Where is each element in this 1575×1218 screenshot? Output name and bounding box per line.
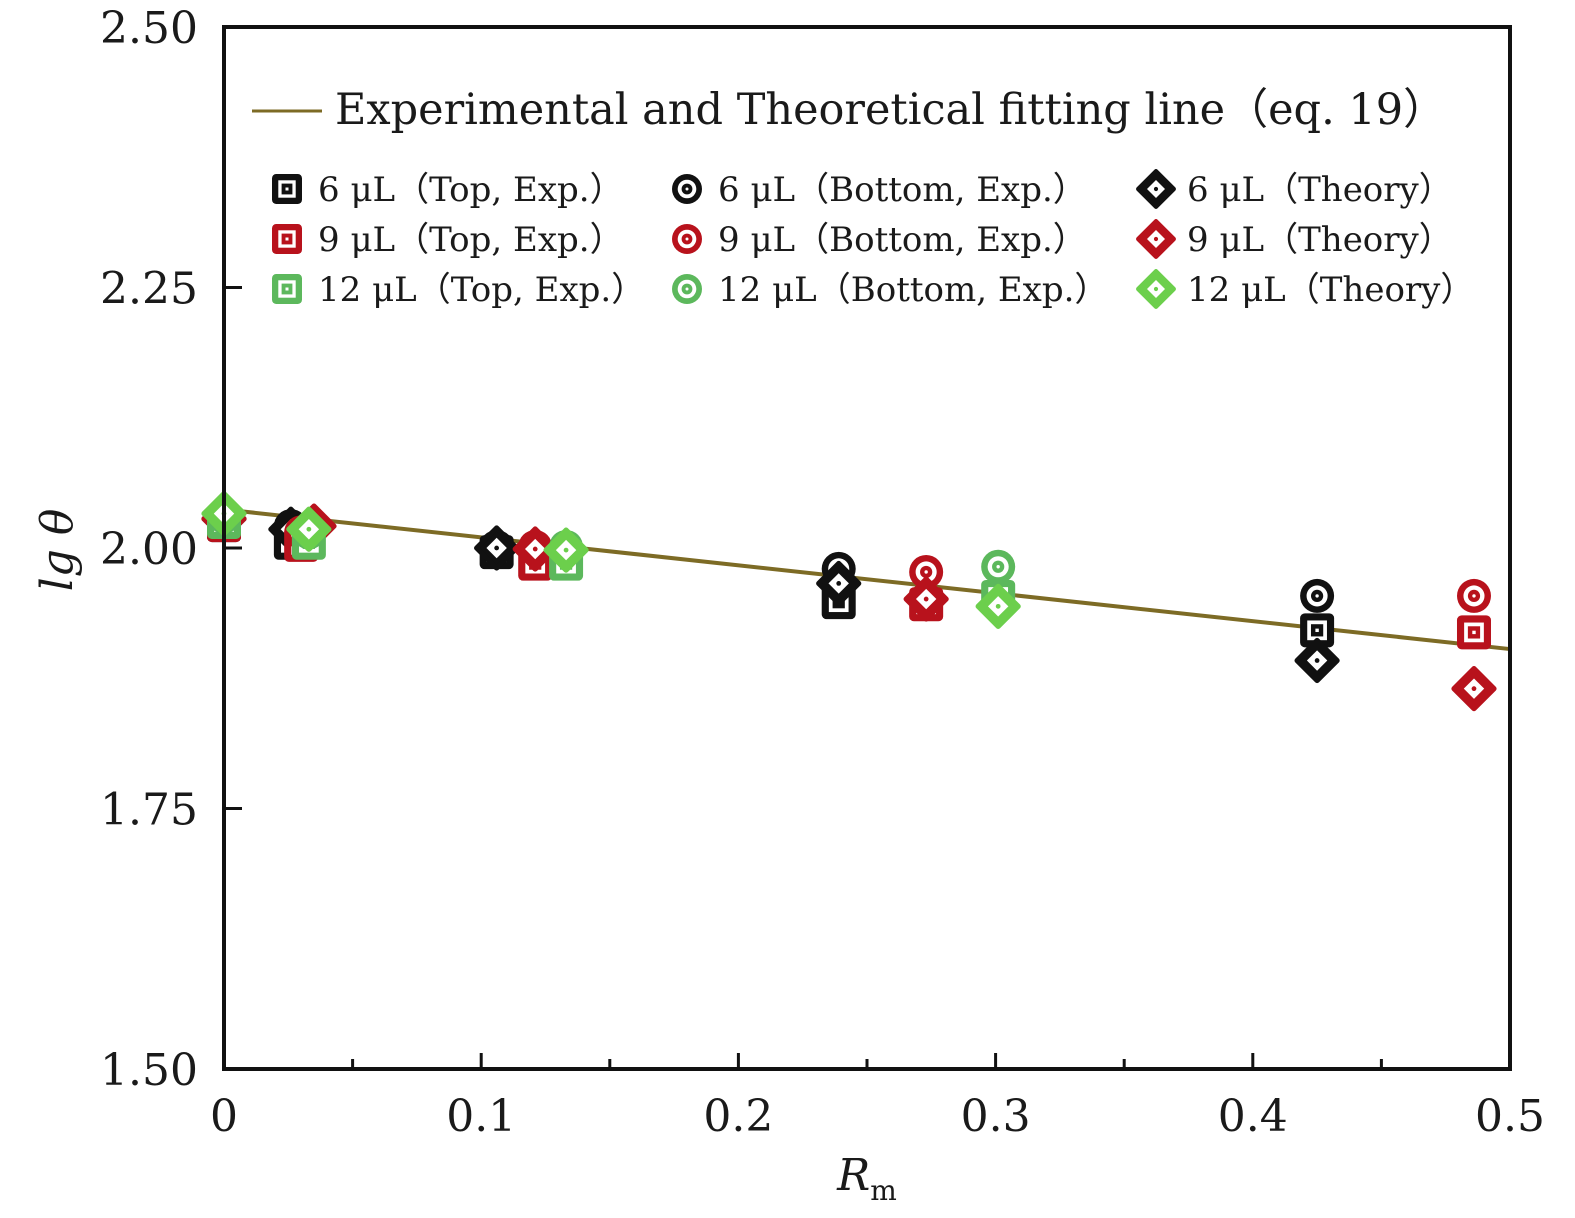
data-point-diamond xyxy=(903,576,949,622)
legend-entry: 12 μL（Bottom, Exp.） xyxy=(672,270,1108,310)
legend-entry: 9 μL（Top, Exp.） xyxy=(272,220,624,260)
ticks: 0 0.1 0.2 0.3 0.4 0.5 1.50 1.75 2.00 2.25 2.50 xyxy=(100,3,1545,1142)
fit-line xyxy=(223,507,1511,652)
x-tick-label: 0.5 xyxy=(1475,1091,1545,1142)
data-point-diamond xyxy=(1451,666,1497,712)
data-point-circle xyxy=(909,554,944,589)
legend-entry: 6 μL（Theory） xyxy=(1136,169,1453,210)
legend: Experimental and Theoretical fitting lin… xyxy=(252,85,1474,310)
data-point-diamond xyxy=(543,527,589,573)
legend-entry: 6 μL（Top, Exp.） xyxy=(272,170,624,210)
legend-entries: 6 μL（Top, Exp.） 6 μL（Bottom, Exp.） 6 μL（Th… xyxy=(272,169,1474,310)
x-tick-label: 0.1 xyxy=(446,1091,516,1142)
y-tick-label: 2.50 xyxy=(100,3,198,54)
legend-label: 12 μL（Theory） xyxy=(1187,270,1474,310)
fit-line-layer xyxy=(223,507,1511,652)
x-tick-label: 0.3 xyxy=(961,1091,1031,1142)
legend-label: 6 μL（Top, Exp.） xyxy=(318,170,624,210)
data-point-circle xyxy=(1456,578,1491,613)
data-point-circle xyxy=(981,549,1016,584)
legend-marker-circle xyxy=(672,174,702,204)
legend-marker-diamond xyxy=(1136,219,1176,259)
data-point-diamond xyxy=(816,560,862,607)
x-axis-label-subscript: m xyxy=(870,1174,897,1207)
data-point-diamond xyxy=(474,525,520,571)
legend-label: 9 μL（Theory） xyxy=(1187,220,1453,260)
data-point-diamond xyxy=(975,583,1021,629)
data-point-diamond xyxy=(1294,637,1340,684)
legend-entry: 12 μL（Theory） xyxy=(1136,269,1474,310)
data-point-diamond xyxy=(286,506,332,552)
legend-marker-circle xyxy=(672,224,702,254)
legend-entry: 6 μL（Bottom, Exp.） xyxy=(672,170,1087,210)
legend-marker-circle xyxy=(672,274,702,304)
x-axis-label: Rm xyxy=(836,1150,897,1207)
legend-label: 9 μL（Bottom, Exp.） xyxy=(718,220,1087,260)
y-tick-label: 2.00 xyxy=(100,524,198,575)
data-point-square xyxy=(1456,615,1491,650)
data-point-square xyxy=(1300,613,1335,648)
y-tick-label: 1.75 xyxy=(100,785,198,836)
legend-label: 12 μL（Top, Exp.） xyxy=(318,270,645,310)
legend-entry: 12 μL（Top, Exp.） xyxy=(272,270,645,310)
data-point-diamond xyxy=(512,526,558,572)
x-tick-label: 0.2 xyxy=(703,1091,773,1142)
legend-entry: 9 μL（Theory） xyxy=(1136,219,1453,260)
x-tick-label: 0.4 xyxy=(1218,1091,1288,1142)
markers-layer xyxy=(201,491,1497,712)
y-tick-label: 2.25 xyxy=(100,264,198,315)
legend-label: 12 μL（Bottom, Exp.） xyxy=(718,270,1108,310)
legend-marker-diamond xyxy=(1136,269,1176,309)
y-axis-label: lg θ xyxy=(32,509,83,592)
y-tick-label: 1.50 xyxy=(100,1045,198,1096)
legend-entry: 9 μL（Bottom, Exp.） xyxy=(672,220,1087,260)
legend-marker-square xyxy=(272,274,302,304)
x-tick-label: 0 xyxy=(210,1091,238,1142)
data-point-circle xyxy=(1300,578,1335,613)
legend-label: 6 μL（Bottom, Exp.） xyxy=(718,170,1087,210)
legend-marker-square xyxy=(272,174,302,204)
legend-fit-line-label: Experimental and Theoretical fitting lin… xyxy=(335,85,1446,135)
legend-marker-diamond xyxy=(1136,169,1176,209)
legend-label: 6 μL（Theory） xyxy=(1187,170,1453,210)
x-axis-label-main: R xyxy=(836,1150,870,1201)
legend-label: 9 μL（Top, Exp.） xyxy=(318,220,624,260)
legend-marker-square xyxy=(272,224,302,254)
